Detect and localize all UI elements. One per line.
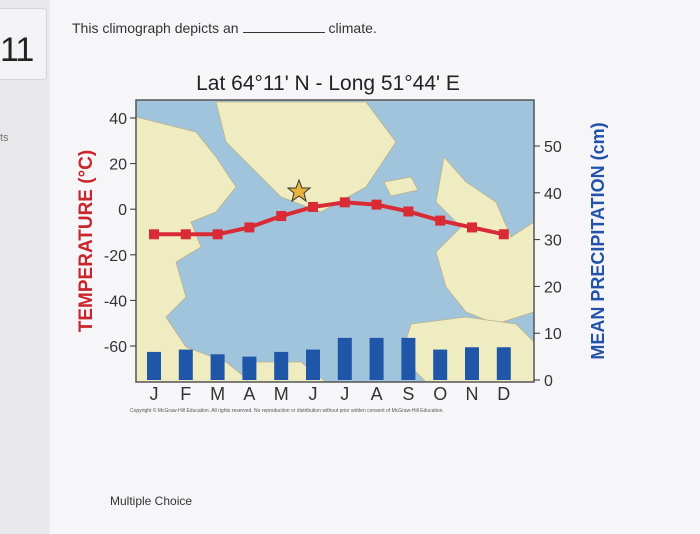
- question-number: 11: [0, 31, 34, 69]
- month-label-2: M: [210, 384, 225, 404]
- temperature-point-4: [276, 211, 287, 222]
- temperature-tick-label-3: -20: [104, 248, 127, 265]
- temperature-point-6: [339, 197, 350, 208]
- question-number-tab[interactable]: 11: [0, 8, 47, 80]
- precipitation-axis-ticks: 50 40 30 20 10 0: [534, 139, 562, 390]
- temperature-tick-label-5: -60: [104, 339, 127, 356]
- points-label: ts: [0, 132, 9, 144]
- fill-in-blank: [242, 32, 325, 33]
- month-label-4: M: [274, 384, 289, 404]
- precip-bar-m-2: [210, 354, 225, 380]
- map-background: [136, 100, 534, 382]
- temperature-point-5: [308, 201, 318, 212]
- precip-bar-n-10: [465, 347, 479, 380]
- iceland-landmass: [383, 176, 419, 197]
- precip-tick-label-0: 50: [544, 139, 562, 156]
- temperature-point-8: [403, 206, 414, 217]
- precip-bar-f-1: [178, 349, 193, 380]
- precip-tick-label-3: 20: [544, 279, 562, 296]
- precipitation-axis-label: MEAN PRECIPITATION (cm): [588, 122, 608, 359]
- temperature-line: [154, 200, 505, 237]
- precip-bar-a-7: [369, 337, 384, 380]
- question-nav-rail: 11 ts: [0, 0, 48, 534]
- precip-bar-o-9: [433, 349, 448, 380]
- month-label-11: D: [497, 384, 510, 404]
- chart-title: Lat 64°11' N - Long 51°44' E: [196, 72, 460, 95]
- temperature-point-2: [212, 229, 223, 240]
- temperature-tick-label-2: 0: [118, 202, 127, 219]
- precip-bar-d-11: [496, 347, 511, 380]
- precip-tick-label-1: 40: [544, 186, 562, 203]
- temperature-axis-label: TEMPERATURE (°C): [76, 150, 97, 332]
- month-label-8: S: [402, 384, 414, 404]
- question-prompt: This climograph depicts an climate.: [72, 20, 377, 36]
- temperature-tick-label-0: 40: [109, 111, 127, 128]
- temperature-axis-ticks: 40 20 0 -20 -40 -60: [104, 111, 136, 356]
- question-text-end: climate.: [328, 20, 377, 36]
- climograph-chart: Lat 64°11' N - Long 51°44' E 40 20 0 -20 -40…: [76, 72, 608, 414]
- precip-tick-label-2: 30: [544, 233, 562, 250]
- question-text-start: This climograph depicts an: [72, 20, 239, 36]
- precip-tick-label-5: 0: [544, 373, 553, 390]
- month-label-5: J: [309, 384, 318, 404]
- temperature-point-10: [467, 222, 477, 233]
- temperature-point-7: [371, 199, 382, 210]
- month-label-3: A: [243, 384, 255, 404]
- precipitation-bars: [147, 337, 511, 380]
- month-label-1: F: [180, 384, 191, 404]
- temperature-point-3: [244, 222, 255, 233]
- temperature-point-1: [180, 229, 191, 240]
- precip-bar-j-0: [147, 351, 161, 380]
- temperature-point-11: [498, 229, 509, 240]
- month-label-0: J: [150, 384, 159, 404]
- temperature-tick-label-1: 20: [109, 157, 127, 174]
- precip-bar-j-5: [306, 349, 320, 380]
- temperature-point-9: [435, 215, 446, 226]
- temperature-series: [149, 197, 509, 240]
- copyright-notice: Copyright © McGraw-Hill Education. All r…: [130, 407, 444, 414]
- location-star-icon: [286, 178, 312, 203]
- precip-bar-m-4: [274, 351, 289, 380]
- greenland-landmass: [215, 101, 397, 213]
- precip-bar-j-6: [337, 337, 352, 380]
- precip-bar-a-3: [242, 356, 257, 380]
- month-label-7: A: [371, 384, 383, 404]
- multiple-choice-label: Multiple Choice: [110, 494, 193, 508]
- month-label-6: J: [340, 384, 349, 404]
- precip-bar-s-8: [401, 337, 416, 380]
- month-label-9: O: [433, 384, 447, 404]
- precip-tick-label-4: 10: [544, 326, 562, 343]
- month-label-10: N: [466, 384, 479, 404]
- temperature-tick-label-4: -40: [104, 293, 127, 310]
- climograph-figure: Lat 64°11' N - Long 51°44' E 40 20 0 -20 -40…: [66, 62, 626, 427]
- temperature-point-0: [149, 229, 159, 240]
